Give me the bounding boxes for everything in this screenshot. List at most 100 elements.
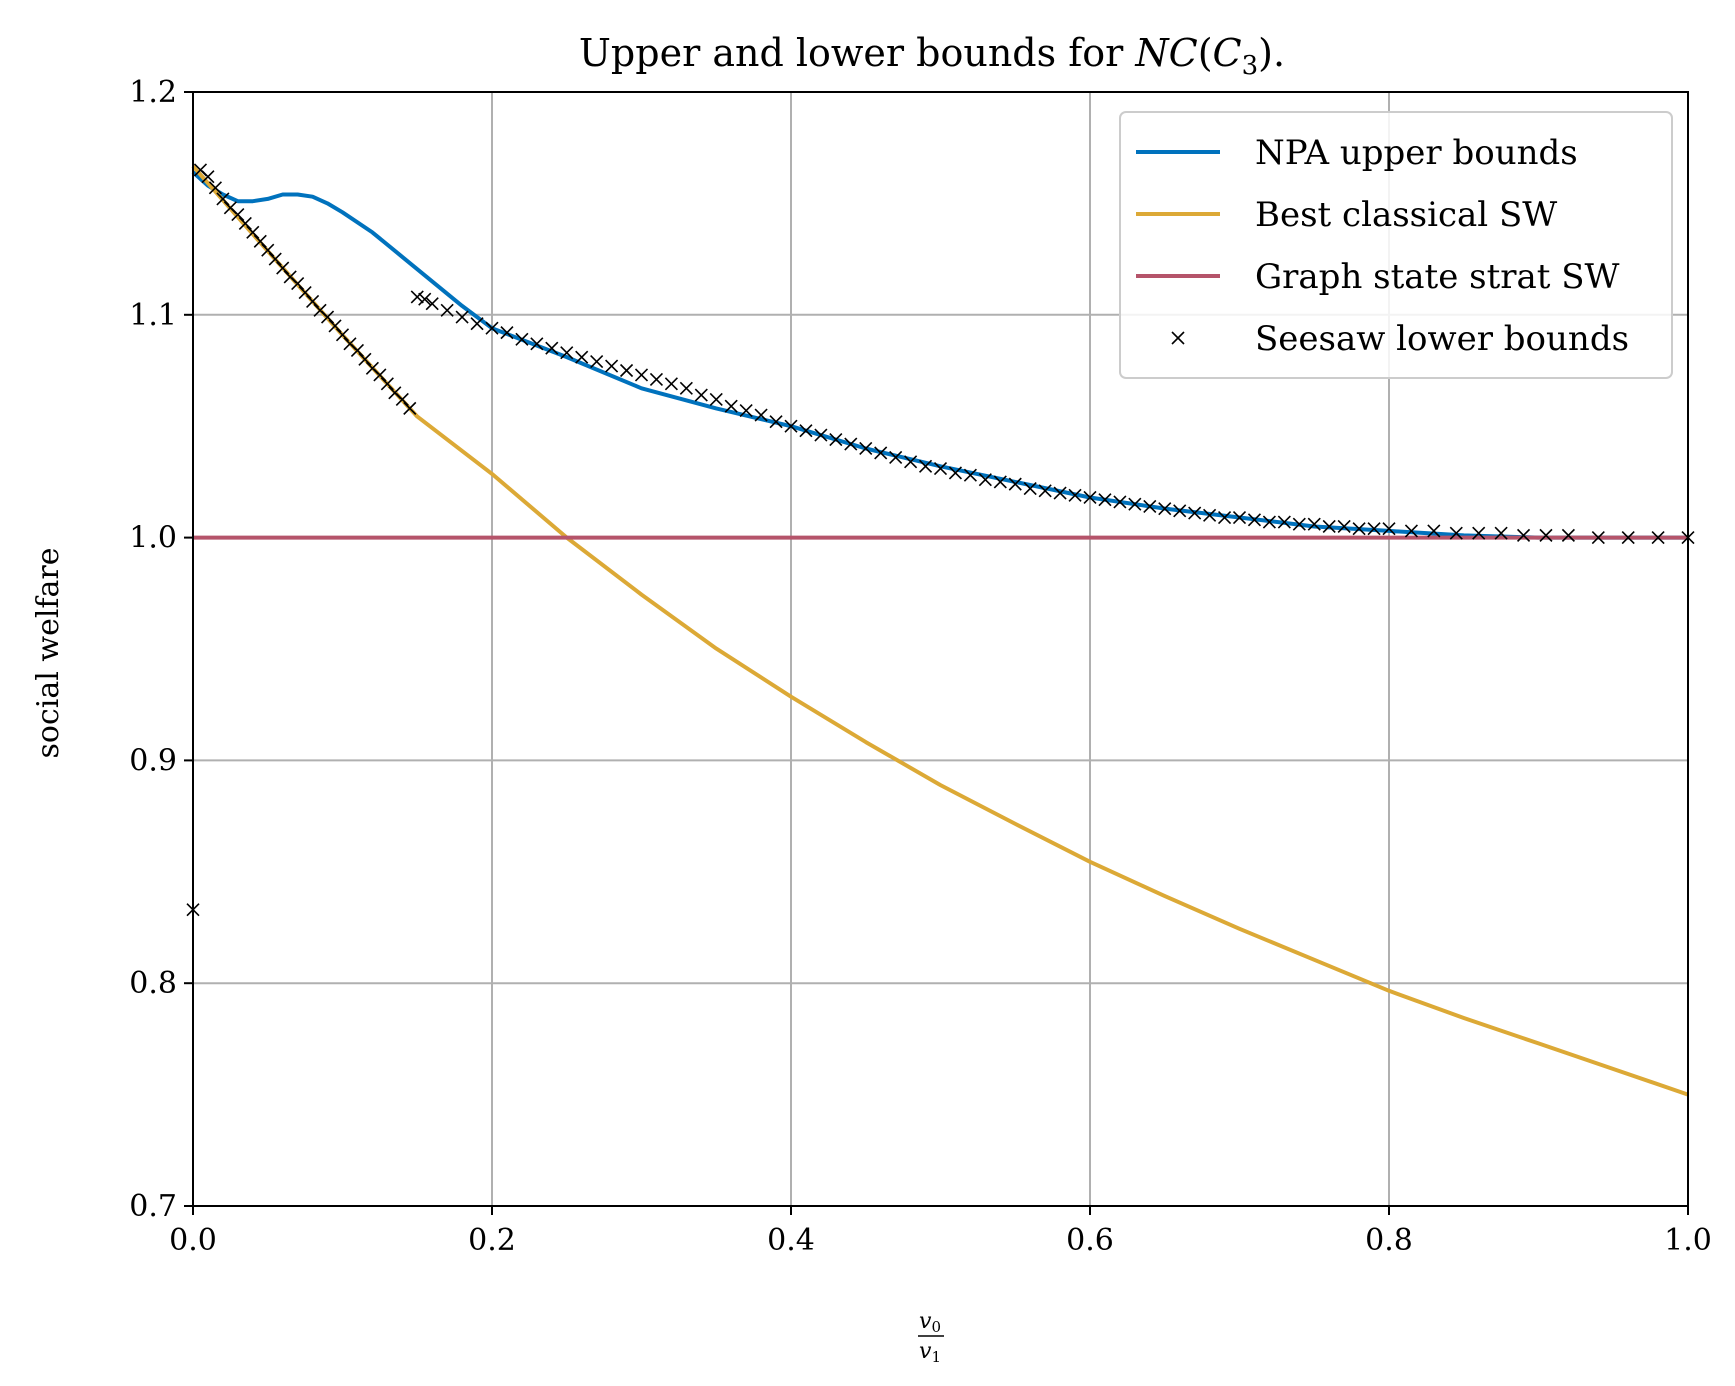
seesaw-point — [1008, 477, 1022, 491]
seesaw-point — [208, 181, 222, 195]
seesaw-point — [500, 326, 514, 340]
legend: NPA upper bounds Best classical SW Graph s… — [1119, 111, 1673, 379]
seesaw-point — [889, 450, 903, 464]
seesaw-point — [530, 337, 544, 351]
legend-label: Best classical SW — [1255, 195, 1557, 235]
seesaw-point — [933, 461, 948, 476]
x-label-denominator: v1 — [919, 1339, 941, 1366]
seesaw-point — [418, 292, 432, 306]
seesaw-point — [246, 225, 260, 239]
seesaw-point — [373, 368, 387, 382]
seesaw-point — [455, 310, 469, 324]
seesaw-point — [649, 372, 664, 386]
seesaw-point — [754, 408, 768, 422]
seesaw-point — [1188, 506, 1202, 520]
seesaw-point — [724, 399, 738, 413]
seesaw-point — [844, 437, 858, 451]
seesaw-point — [1232, 510, 1247, 525]
seesaw-point — [948, 466, 963, 480]
seesaw-point — [380, 377, 394, 391]
seesaw-point — [335, 328, 350, 342]
seesaw-point — [276, 261, 290, 275]
plot-series — [186, 163, 1695, 1097]
seesaw-point — [1591, 531, 1605, 545]
seesaw-point — [515, 332, 529, 346]
seesaw-point — [1053, 486, 1067, 500]
seesaw-point — [261, 243, 275, 257]
seesaw-point — [1277, 515, 1291, 529]
seesaw-point — [829, 433, 843, 447]
seesaw-point — [1068, 488, 1082, 502]
seesaw-point — [679, 381, 693, 395]
y-tick-label: 0.8 — [129, 966, 177, 1001]
seesaw-point — [1143, 499, 1157, 513]
seesaw-point — [1292, 517, 1306, 531]
seesaw-point — [403, 401, 417, 415]
seesaw-point — [1128, 497, 1142, 511]
seesaw-point — [1367, 522, 1381, 536]
seesaw-point — [634, 368, 649, 382]
seesaw-point — [619, 363, 634, 378]
seesaw-point — [1247, 513, 1262, 527]
seesaw-point — [231, 207, 245, 222]
plot-frame — [192, 91, 1689, 1207]
chart-title: Upper and lower bounds for NC(C3). — [579, 31, 1285, 81]
seesaw-point — [694, 388, 708, 402]
seesaw-point — [575, 350, 589, 364]
legend-swatch — [1171, 331, 1185, 345]
seesaw-point — [1158, 502, 1172, 516]
legend-item: NPA upper bounds — [1136, 133, 1578, 173]
x-tick-label: 0.4 — [767, 1223, 815, 1258]
seesaw-point — [1539, 528, 1553, 542]
seesaw-point — [1561, 528, 1575, 542]
seesaw-point — [470, 317, 484, 331]
series-3 — [186, 163, 1695, 917]
series-line-1 — [191, 164, 1689, 1097]
seesaw-point — [440, 303, 454, 317]
seesaw-point — [291, 277, 305, 291]
seesaw-point — [358, 352, 372, 366]
seesaw-point — [1262, 515, 1276, 529]
seesaw-point — [963, 468, 977, 482]
seesaw-point — [1494, 526, 1508, 540]
seesaw-point — [978, 473, 992, 487]
seesaw-point — [1098, 493, 1112, 507]
seesaw-point — [605, 359, 619, 373]
seesaw-point — [814, 428, 828, 442]
seesaw-point — [238, 216, 252, 231]
seesaw-point — [216, 192, 230, 206]
seesaw-point — [395, 392, 409, 407]
x-tick-label: 0.6 — [1066, 1223, 1114, 1258]
chart-title-sub: 3 — [1242, 51, 1259, 81]
seesaw-point — [784, 419, 798, 433]
legend-label: NPA upper bounds — [1255, 133, 1578, 173]
seesaw-point — [425, 297, 439, 311]
y-tick-label: 0.7 — [129, 1189, 177, 1224]
seesaw-point — [709, 392, 723, 407]
x-axis-label: v0 v1 — [918, 1309, 944, 1366]
legend-item: Best classical SW — [1136, 195, 1557, 235]
seesaw-point — [904, 455, 918, 469]
seesaw-point — [1203, 508, 1217, 522]
seesaw-point — [350, 343, 365, 358]
seesaw-point — [328, 319, 342, 333]
series-1 — [191, 164, 1689, 1097]
seesaw-point — [1651, 531, 1665, 545]
seesaw-point — [1352, 522, 1366, 536]
seesaw-point — [739, 404, 753, 418]
legend-label: Seesaw lower bounds — [1255, 319, 1629, 359]
seesaw-point — [874, 446, 888, 460]
seesaw-point — [918, 459, 933, 473]
x-tick-label: 0.2 — [468, 1223, 516, 1258]
y-axis-label: social welfare — [31, 548, 66, 759]
seesaw-point — [1307, 517, 1321, 531]
series-0 — [191, 170, 1688, 540]
chart-title-open: ( — [1198, 31, 1213, 75]
seesaw-point — [560, 346, 574, 360]
seesaw-point — [1472, 526, 1486, 540]
seesaw-point — [664, 377, 678, 391]
x-tick-label: 0.8 — [1365, 1223, 1413, 1258]
chart-title-math: NC — [1134, 31, 1197, 75]
legend-item: Graph state strat SW — [1136, 257, 1620, 297]
